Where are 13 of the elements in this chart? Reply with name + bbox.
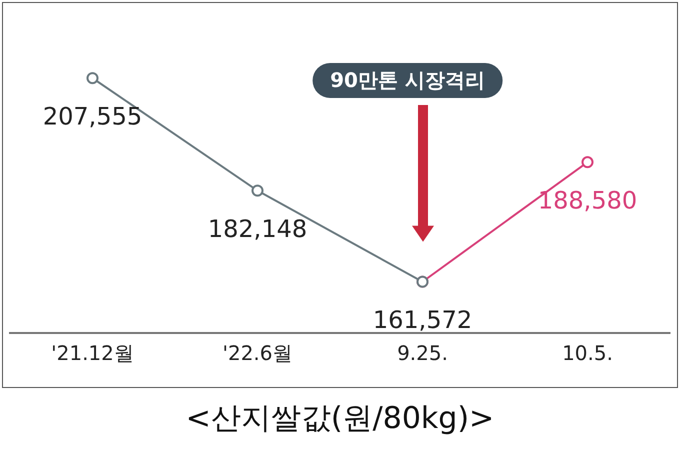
data-label: 207,555 [42, 102, 142, 130]
point [252, 184, 264, 197]
data-label: 188,580 [538, 186, 638, 214]
data-label: 161,572 [372, 306, 472, 334]
point [86, 72, 98, 84]
data-label: 182,148 [208, 214, 308, 243]
annotation: 90만톤 시장격리 [312, 63, 503, 98]
point [582, 156, 594, 168]
x-tick-label: '22.6월 [222, 341, 293, 366]
text: <산지쌀값(원/80kg)> [184, 400, 496, 438]
x-tick-label: 9.25. [397, 341, 448, 366]
x-tick-label: '21.12월 [51, 341, 134, 366]
x-tick-label: 10.5. [562, 341, 613, 366]
